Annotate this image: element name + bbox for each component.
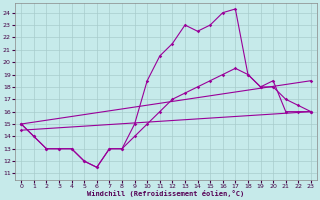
X-axis label: Windchill (Refroidissement éolien,°C): Windchill (Refroidissement éolien,°C)	[87, 190, 245, 197]
